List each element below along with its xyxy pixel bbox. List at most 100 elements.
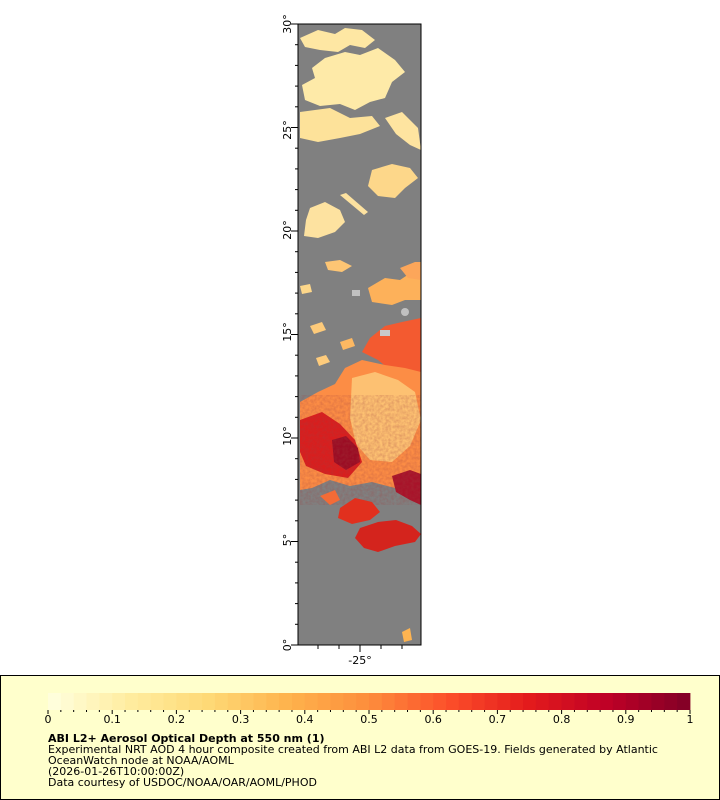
color-bar-cell bbox=[125, 693, 139, 710]
color-bar-cell bbox=[202, 693, 216, 710]
color-bar-cell bbox=[407, 693, 421, 710]
x-tick-label: -25° bbox=[348, 654, 371, 667]
color-bar-tick-label: 0.5 bbox=[360, 713, 378, 726]
x-axis: -25° bbox=[317, 645, 403, 667]
color-bar-cell bbox=[176, 693, 190, 710]
color-bar-cell bbox=[394, 693, 408, 710]
color-bar-cell bbox=[458, 693, 473, 710]
color-bar-cell bbox=[651, 693, 665, 710]
aod-patch-mid-1 bbox=[368, 164, 418, 198]
color-bar-tick-label: 0.2 bbox=[168, 713, 186, 726]
color-bar-cell bbox=[330, 693, 344, 710]
color-bar-cell bbox=[497, 693, 511, 710]
aod-bit-5 bbox=[300, 284, 312, 294]
y-tick-label: 15° bbox=[281, 322, 294, 342]
aod-patch-north-4 bbox=[385, 112, 421, 150]
color-bar-tick-label: 0.4 bbox=[296, 713, 314, 726]
y-tick-label: 30° bbox=[281, 14, 294, 34]
color-bar-cell bbox=[625, 693, 640, 710]
color-bar-cell bbox=[137, 693, 152, 710]
color-bar-cell bbox=[279, 693, 293, 710]
aod-field bbox=[300, 28, 421, 642]
aod-patch-south-3 bbox=[320, 490, 340, 505]
color-bar-cell bbox=[600, 693, 614, 710]
color-bar-cell bbox=[561, 693, 575, 710]
color-bar-cell bbox=[343, 693, 357, 710]
color-bar-cell bbox=[189, 693, 203, 710]
color-bar-cell bbox=[163, 693, 177, 710]
aod-patch-orange-3 bbox=[400, 262, 421, 280]
color-bar-cell bbox=[446, 693, 460, 710]
color-bar-cell bbox=[86, 693, 100, 710]
aod-streak bbox=[340, 193, 368, 215]
color-bar-cell bbox=[381, 693, 396, 710]
color-bar-cell bbox=[304, 693, 319, 710]
color-bar-cell bbox=[612, 693, 627, 710]
color-bar-cell bbox=[638, 693, 652, 710]
missing-pixel-3 bbox=[380, 330, 390, 336]
color-bar-cell bbox=[369, 693, 383, 710]
y-tick-label: 5° bbox=[281, 534, 294, 547]
aod-patch-north-3 bbox=[300, 108, 380, 142]
aod-patch-north-2 bbox=[302, 48, 405, 110]
color-bar-cell bbox=[150, 693, 164, 710]
color-bar: 0 0.1 0.2 0.3 0.4 0.5 0.6 0.7 0.8 0.9 1 bbox=[45, 693, 694, 726]
color-bar-cell bbox=[574, 693, 588, 710]
color-bar-cell bbox=[48, 693, 62, 710]
aod-patch-south-2 bbox=[355, 520, 421, 552]
color-bar-cell bbox=[112, 693, 126, 710]
color-bar-cell bbox=[60, 693, 75, 710]
aod-patch-orange-2 bbox=[325, 260, 352, 272]
color-bar-cell bbox=[587, 693, 601, 710]
color-bar-cell bbox=[664, 693, 678, 710]
y-tick-label: 10° bbox=[281, 426, 294, 446]
legend-panel: 0 0.1 0.2 0.3 0.4 0.5 0.6 0.7 0.8 0.9 1 ABI L2+ Ae… bbox=[0, 675, 720, 800]
aod-bit-4 bbox=[402, 628, 412, 642]
legend-timestamp: (2026-01-26T10:00:00Z) bbox=[48, 765, 185, 778]
aod-patch-south-1 bbox=[338, 498, 380, 524]
aod-patch-orange-1 bbox=[368, 270, 421, 305]
color-bar-cell bbox=[73, 693, 87, 710]
color-bar-cell bbox=[471, 693, 485, 710]
aod-patch-north-1 bbox=[300, 28, 375, 52]
y-tick-label: 20° bbox=[281, 220, 294, 240]
aod-speckle bbox=[300, 395, 421, 505]
color-bar-tick-label: 0.3 bbox=[232, 713, 250, 726]
aod-patch-mid-2 bbox=[304, 202, 345, 238]
color-bar-cell bbox=[510, 693, 524, 710]
missing-pixel-1 bbox=[352, 290, 360, 296]
color-bar-cell bbox=[484, 693, 498, 710]
color-bar-cell bbox=[548, 693, 562, 710]
color-bar-cell bbox=[227, 693, 241, 710]
color-bar-cell bbox=[356, 693, 370, 710]
color-bar-cell bbox=[523, 693, 537, 710]
aod-bit-3 bbox=[316, 355, 330, 366]
color-bar-tick-label: 0.9 bbox=[617, 713, 635, 726]
y-axis: 0° 5° 10° 15° 20° 25° 30° bbox=[281, 14, 298, 651]
color-bar-cell bbox=[291, 693, 306, 710]
legend-title: ABI L2+ Aerosol Optical Depth at 550 nm … bbox=[48, 732, 325, 745]
color-bar-cell bbox=[433, 693, 447, 710]
color-bar-cell bbox=[266, 693, 280, 710]
color-bar-cell bbox=[240, 693, 254, 710]
color-bar-cell bbox=[253, 693, 267, 710]
color-bar-tick-label: 0.1 bbox=[103, 713, 121, 726]
color-bar-cell bbox=[420, 693, 434, 710]
aod-bit-1 bbox=[310, 322, 326, 334]
missing-pixel-2 bbox=[401, 308, 409, 316]
color-bar-tick-label: 0.7 bbox=[489, 713, 507, 726]
color-bar-cell bbox=[535, 693, 550, 710]
color-bar-tick-label: 0.6 bbox=[424, 713, 442, 726]
color-bar-cell bbox=[214, 693, 229, 710]
legend-description: Experimental NRT AOD 4 hour composite cr… bbox=[48, 743, 658, 767]
legend-credit: Data courtesy of USDOC/NOAA/OAR/AOML/PHO… bbox=[48, 776, 317, 789]
color-bar-cell bbox=[677, 693, 691, 710]
aod-bit-2 bbox=[340, 338, 355, 350]
map-figure: 0° 5° 10° 15° 20° 25° 30° -25° bbox=[281, 14, 422, 667]
color-bar-cell bbox=[99, 693, 113, 710]
aod-patch-red-north bbox=[362, 318, 421, 380]
legend-caption: ABI L2+ Aerosol Optical Depth at 550 nm … bbox=[48, 733, 708, 788]
color-bar-cell bbox=[317, 693, 331, 710]
color-bar-tick-label: 0.8 bbox=[553, 713, 571, 726]
color-bar-tick-label: 0 bbox=[45, 713, 52, 726]
